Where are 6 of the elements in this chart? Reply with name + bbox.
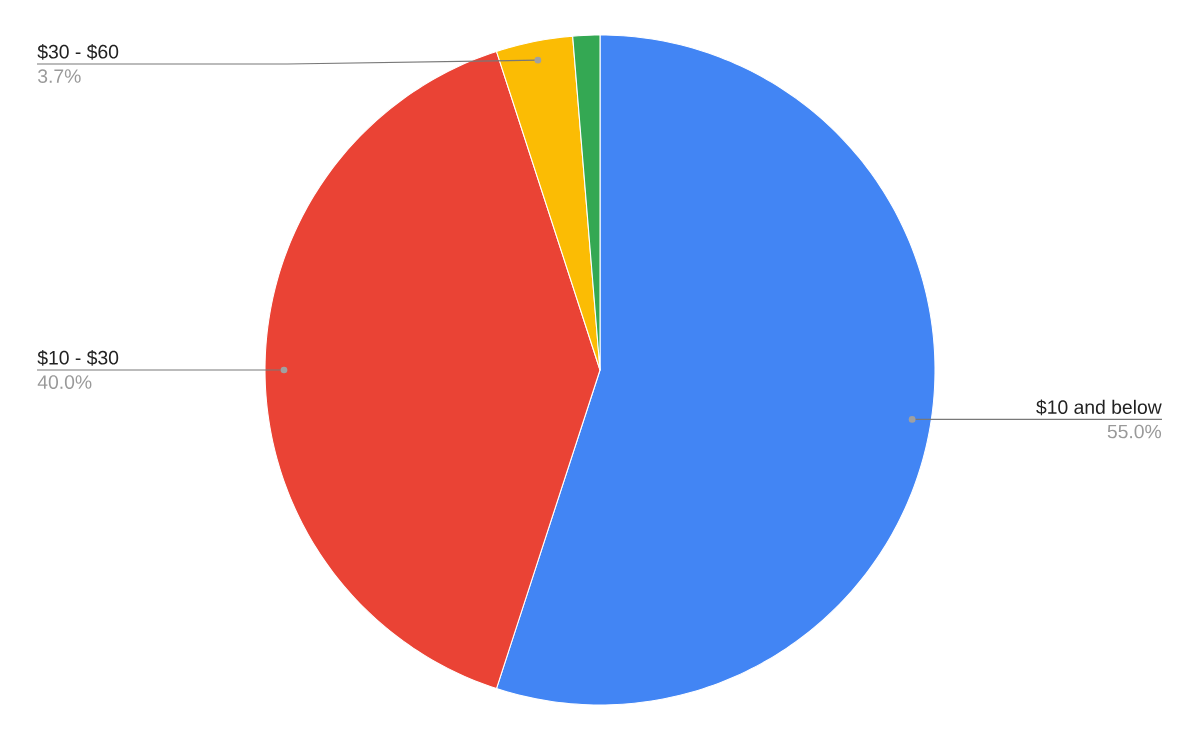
- slice-label: $10 and below: [1036, 399, 1162, 416]
- data-label: 40.0%: [37, 375, 92, 389]
- slice-label: $10 - $30: [37, 350, 119, 366]
- slice-label: $30 - $60: [37, 44, 119, 60]
- data-label: 55.0%: [1107, 424, 1162, 439]
- data-label: 3.7%: [38, 69, 81, 83]
